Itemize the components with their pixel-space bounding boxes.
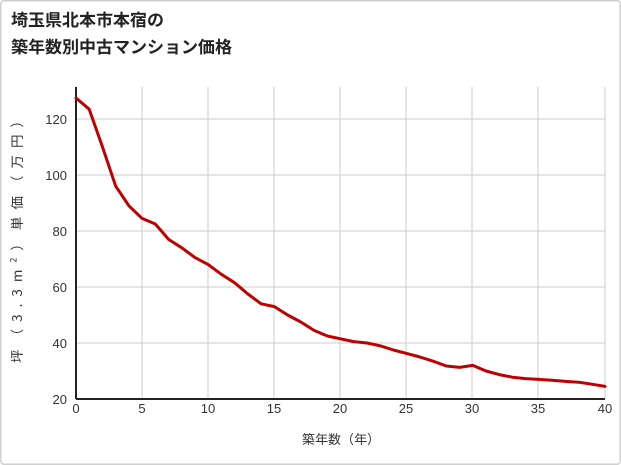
svg-text:25: 25	[399, 401, 413, 416]
svg-text:80: 80	[53, 224, 67, 239]
svg-text:5: 5	[138, 401, 145, 416]
svg-text:0: 0	[72, 401, 79, 416]
svg-text:20: 20	[333, 401, 347, 416]
svg-text:30: 30	[465, 401, 479, 416]
svg-text:40: 40	[53, 336, 67, 351]
svg-text:10: 10	[201, 401, 215, 416]
svg-text:60: 60	[53, 280, 67, 295]
svg-text:40: 40	[598, 401, 612, 416]
svg-text:120: 120	[45, 112, 67, 127]
svg-text:35: 35	[531, 401, 545, 416]
svg-text:100: 100	[45, 168, 67, 183]
svg-text:15: 15	[267, 401, 281, 416]
svg-text:20: 20	[53, 392, 67, 407]
